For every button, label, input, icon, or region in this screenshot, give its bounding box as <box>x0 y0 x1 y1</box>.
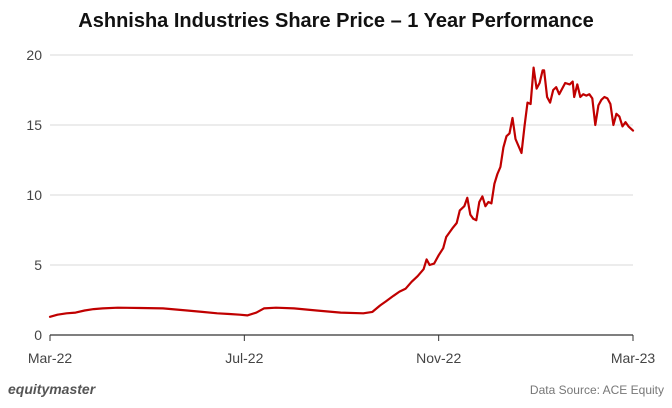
brand-logo: equitymaster <box>8 381 96 397</box>
grid-lines <box>50 54 633 266</box>
y-tick-label: 20 <box>26 47 42 63</box>
data-source-note: Data Source: ACE Equity <box>529 383 664 397</box>
series-layer <box>48 66 635 318</box>
price-line <box>48 66 635 318</box>
y-tick-label: 5 <box>34 257 42 273</box>
x-axis: Mar-22 Jul-22 Nov-22 Mar-23 <box>28 334 656 366</box>
x-tick-label: Mar-22 <box>28 350 73 366</box>
chart-title: Ashnisha Industries Share Price – 1 Year… <box>78 10 594 32</box>
y-tick-label: 15 <box>26 117 42 133</box>
x-tick-label: Jul-22 <box>225 350 263 366</box>
y-tick-label: 10 <box>26 187 42 203</box>
x-tick-label: Mar-23 <box>611 350 656 366</box>
y-axis-ticks: 0 5 10 15 20 <box>26 47 42 343</box>
x-tick-label: Nov-22 <box>416 350 461 366</box>
y-tick-label: 0 <box>34 327 42 343</box>
